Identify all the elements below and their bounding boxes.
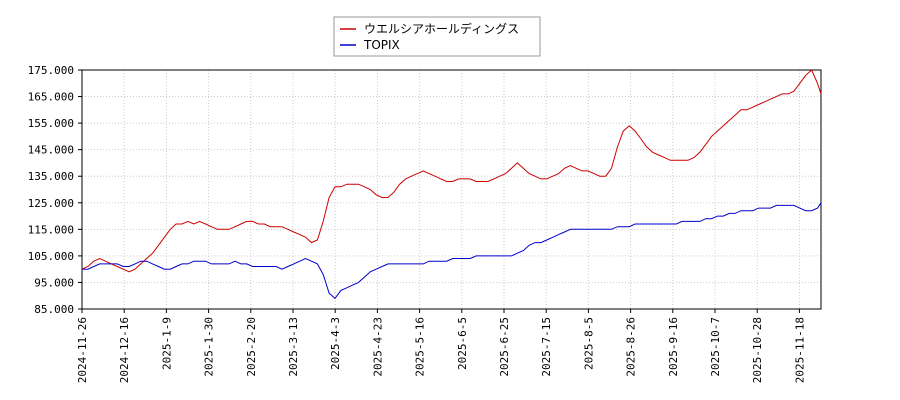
legend-box [333, 16, 541, 57]
x-axis: 2024-11-26 2024-12-16 2025-1-9 2025-1-30 202… [76, 309, 806, 383]
grid-lines [81, 69, 821, 310]
x-tick-label: 2025-3-13 [287, 317, 300, 377]
x-tick-label: 2025-11-18 [793, 317, 806, 383]
x-tick-label: 2025-1-30 [203, 317, 216, 377]
y-tick-label: 145.000 [28, 144, 74, 157]
legend-label-series-1: TOPIX [363, 38, 400, 52]
x-tick-label: 2025-8-26 [625, 317, 638, 377]
y-tick-label: 105.000 [28, 250, 74, 263]
plot-area [81, 69, 822, 310]
x-tick-label: 2025-10-7 [709, 317, 722, 377]
y-tick-label: 175.000 [28, 64, 74, 77]
x-tick-label: 2025-8-5 [582, 317, 595, 370]
y-tick-label: 115.000 [28, 223, 74, 236]
x-tick-label: 2025-4-23 [371, 317, 384, 377]
x-tick-label: 2025-6-25 [498, 317, 511, 377]
x-tick-label: 2025-6-5 [456, 317, 469, 370]
legend: ウエルシアホールディングス TOPIX [333, 16, 541, 57]
x-tick-label: 2025-2-20 [245, 317, 258, 377]
x-tick-label: 2025-7-15 [540, 317, 553, 377]
y-tick-label: 155.000 [28, 117, 74, 130]
y-tick-label: 125.000 [28, 197, 74, 210]
y-axis: 85.000 95.000 105.000 115.000 125.000 135.000… [28, 64, 82, 316]
y-tick-label: 95.000 [34, 276, 74, 289]
series-line-0 [81, 69, 822, 273]
y-tick-label: 135.000 [28, 170, 74, 183]
x-tick-label: 2025-4-3 [329, 317, 342, 370]
series-layer [81, 69, 822, 300]
y-tick-label: 165.000 [28, 91, 74, 104]
x-tick-label: 2024-12-16 [118, 317, 131, 383]
x-tick-label: 2025-1-9 [160, 317, 173, 370]
x-tick-label: 2025-10-28 [751, 317, 764, 383]
legend-label-series-0: ウエルシアホールディングス [364, 21, 519, 36]
x-tick-label: 2025-5-16 [414, 317, 427, 377]
y-tick-label: 85.000 [34, 303, 74, 316]
x-tick-label: 2024-11-26 [76, 317, 89, 383]
x-tick-label: 2025-9-16 [667, 317, 680, 377]
series-line-1 [82, 202, 822, 300]
